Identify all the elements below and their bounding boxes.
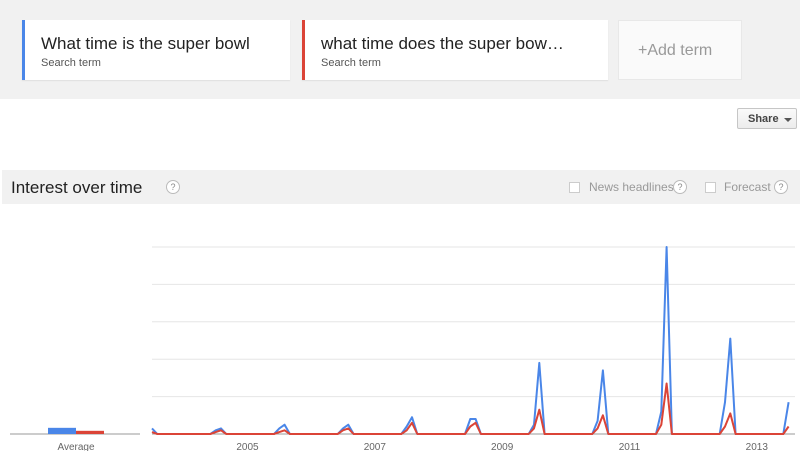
forecast-help-icon[interactable]: ? — [774, 180, 788, 194]
x-tick-label: 2007 — [364, 442, 387, 451]
term-color-bar-1 — [22, 20, 25, 80]
news-help-icon[interactable]: ? — [673, 180, 687, 194]
share-button[interactable]: Share — [737, 108, 797, 129]
section-title: Interest over time — [11, 178, 143, 197]
forecast-label: Forecast — [724, 180, 771, 194]
term-color-bar-2 — [302, 20, 305, 80]
average-bars: Average — [48, 427, 104, 451]
average-bar — [76, 430, 104, 434]
chart-series[interactable] — [151, 246, 790, 435]
x-tick-label: 2005 — [236, 442, 259, 451]
x-axis: 2005 2007 2009 2011 2013 — [236, 442, 768, 451]
average-bar — [48, 427, 76, 434]
series-line-2[interactable] — [151, 382, 790, 435]
x-tick-label: 2011 — [619, 442, 641, 451]
x-tick-label: 2009 — [491, 442, 514, 451]
search-term-card-1[interactable]: What time is the super bowl Search term — [22, 20, 290, 80]
share-label: Share — [748, 113, 779, 125]
search-term-card-2[interactable]: what time does the super bow… Search ter… — [302, 20, 608, 80]
x-tick-label: 2013 — [746, 442, 769, 451]
news-headlines-label: News headlines — [589, 180, 674, 194]
forecast-checkbox[interactable] — [705, 182, 716, 193]
interest-over-time-header: Interest over time ? News headlines ? Fo… — [2, 170, 800, 204]
average-label: Average — [57, 442, 95, 451]
term-label-2: what time does the super bow… — [321, 34, 564, 53]
term-label-1: What time is the super bowl — [41, 34, 250, 53]
term-type-2: Search term — [321, 57, 381, 69]
add-term-button[interactable]: +Add term — [618, 20, 742, 80]
help-icon[interactable]: ? — [166, 180, 180, 194]
add-term-label: +Add term — [638, 42, 713, 59]
series-line-1[interactable] — [151, 246, 790, 435]
chevron-down-icon — [784, 118, 792, 122]
chart-gridlines — [10, 246, 795, 435]
term-type-1: Search term — [41, 57, 101, 69]
news-headlines-checkbox[interactable] — [569, 182, 580, 193]
interest-chart: Average 2005 2007 2009 2011 2013 — [10, 246, 795, 451]
